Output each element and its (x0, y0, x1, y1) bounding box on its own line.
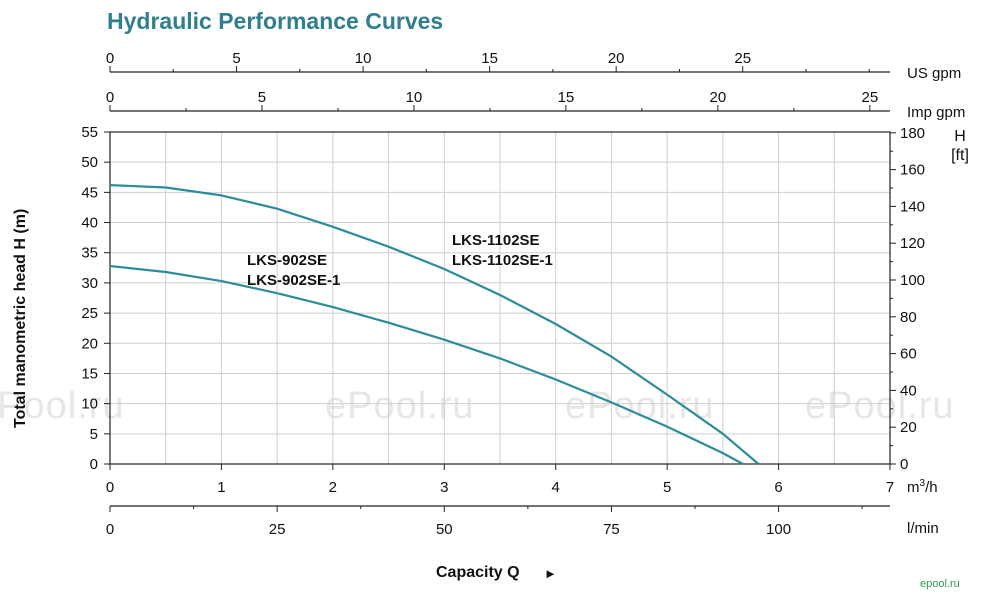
series-label: LKS-1102SE (452, 232, 540, 249)
secondary-axis-tick-label: 50 (436, 521, 453, 538)
secondary-axis-tick-label: 5 (258, 89, 266, 106)
secondary-axis-tick-label: 0 (106, 521, 114, 538)
x-tick-label: 6 (774, 479, 782, 496)
y-right-axis-label: H (954, 128, 966, 145)
y-axis-label: Total manometric head H (m) (12, 208, 29, 428)
curve-line (109, 184, 760, 465)
y-tick-label: 35 (81, 245, 98, 262)
y-tick-label: 50 (81, 154, 98, 171)
secondary-axis-unit: US gpm (907, 65, 961, 82)
series-label: LKS-1102SE-1 (452, 252, 553, 269)
y-tick-label: 30 (81, 275, 98, 292)
y-tick-label: 45 (81, 184, 98, 201)
y-right-tick-label: 20 (900, 419, 917, 436)
brand-logo: epool.ru (920, 578, 960, 590)
watermark: ePool.ru (805, 385, 955, 427)
y-right-tick-label: 100 (900, 272, 925, 289)
x-axis-label: Capacity Q (436, 564, 520, 581)
y-right-tick-label: 120 (900, 235, 925, 252)
series-label: LKS-902SE-1 (247, 272, 340, 289)
y-right-tick-label: 80 (900, 309, 917, 326)
secondary-axis-tick-label: 20 (608, 50, 625, 67)
secondary-axis-tick-label: 10 (355, 50, 372, 67)
secondary-axis-tick-label: 20 (710, 89, 727, 106)
y-tick-label: 20 (81, 335, 98, 352)
secondary-axis-tick-label: 10 (406, 89, 423, 106)
x-tick-label: 5 (663, 479, 671, 496)
y-tick-label: 55 (81, 124, 98, 141)
secondary-axis-tick-label: 5 (232, 50, 240, 67)
y-right-axis-unit: [ft] (951, 147, 969, 164)
y-tick-label: 15 (81, 365, 98, 382)
watermark: ePool.ru (0, 385, 125, 427)
curve-line (109, 264, 744, 465)
x-tick-label: 4 (552, 479, 560, 496)
y-tick-label: 10 (81, 396, 98, 413)
watermark: ePool.ru (325, 385, 475, 427)
secondary-axis-tick-label: 100 (766, 521, 791, 538)
secondary-axis-unit: Imp gpm (907, 104, 965, 121)
y-right-tick-label: 160 (900, 162, 925, 179)
secondary-axis-tick-label: 15 (558, 89, 575, 106)
secondary-axis-tick-label: 75 (603, 521, 620, 538)
secondary-axis-tick-label: 25 (734, 50, 751, 67)
x-axis-unit: m3/h (907, 478, 938, 496)
secondary-axis-unit: l/min (907, 520, 939, 537)
x-tick-label: 3 (440, 479, 448, 496)
y-right-tick-label: 0 (900, 456, 908, 473)
x-tick-label: 7 (886, 479, 894, 496)
y-right-tick-label: 40 (900, 382, 917, 399)
x-axis-arrow-icon: ► (544, 566, 557, 581)
y-right-tick-label: 60 (900, 346, 917, 363)
secondary-axis-tick-label: 25 (862, 89, 879, 106)
y-tick-label: 5 (90, 426, 98, 443)
x-tick-label: 1 (217, 479, 225, 496)
secondary-axis-tick-label: 0 (106, 50, 114, 67)
y-tick-label: 40 (81, 215, 98, 232)
secondary-axis-tick-label: 0 (106, 89, 114, 106)
y-right-tick-label: 140 (900, 198, 925, 215)
x-tick-label: 0 (106, 479, 114, 496)
x-tick-label: 2 (329, 479, 337, 496)
page-title: Hydraulic Performance Curves (107, 8, 444, 34)
secondary-axis-tick-label: 25 (269, 521, 286, 538)
y-right-tick-label: 180 (900, 125, 925, 142)
series-label: LKS-902SE (247, 252, 327, 269)
secondary-axis-tick-label: 15 (481, 50, 498, 67)
watermark: ePool.ru (565, 385, 715, 427)
y-tick-label: 0 (90, 456, 98, 473)
y-tick-label: 25 (81, 305, 98, 322)
